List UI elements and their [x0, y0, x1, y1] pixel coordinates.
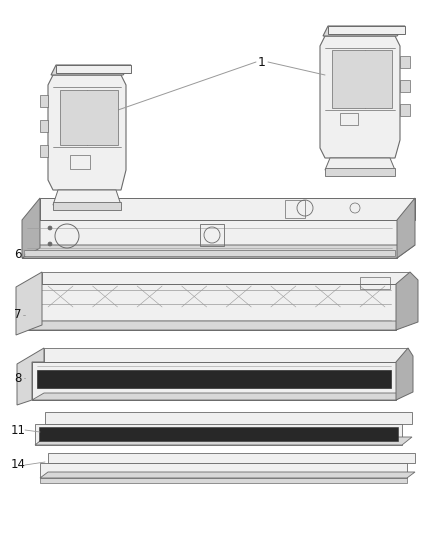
Bar	[285, 200, 305, 218]
Polygon shape	[328, 26, 405, 34]
Bar	[24, 250, 395, 256]
Polygon shape	[53, 190, 121, 205]
Bar	[70, 155, 90, 169]
Polygon shape	[53, 202, 121, 210]
Polygon shape	[44, 348, 408, 362]
Polygon shape	[35, 437, 412, 445]
Polygon shape	[40, 145, 48, 157]
Polygon shape	[48, 75, 126, 190]
Polygon shape	[16, 272, 42, 335]
Polygon shape	[400, 104, 410, 116]
Polygon shape	[332, 50, 392, 108]
Bar	[360, 277, 390, 289]
Polygon shape	[32, 362, 396, 400]
Text: 11: 11	[11, 424, 25, 437]
Polygon shape	[22, 198, 40, 258]
Polygon shape	[32, 393, 408, 400]
Polygon shape	[40, 120, 48, 132]
Text: 1: 1	[258, 55, 266, 69]
Bar	[200, 224, 224, 246]
Polygon shape	[28, 284, 396, 330]
Polygon shape	[397, 198, 415, 258]
Polygon shape	[22, 245, 415, 258]
Text: 7: 7	[14, 309, 22, 321]
Text: 6: 6	[14, 248, 22, 262]
Polygon shape	[325, 168, 395, 176]
Polygon shape	[56, 65, 131, 73]
Polygon shape	[37, 370, 391, 388]
Polygon shape	[17, 348, 44, 405]
Polygon shape	[28, 321, 410, 330]
Polygon shape	[400, 56, 410, 68]
Polygon shape	[40, 472, 415, 478]
Polygon shape	[39, 427, 398, 441]
Polygon shape	[45, 412, 412, 424]
Polygon shape	[325, 158, 395, 170]
Polygon shape	[40, 478, 407, 483]
Circle shape	[48, 226, 52, 230]
Bar	[340, 113, 358, 125]
Circle shape	[48, 242, 52, 246]
Polygon shape	[396, 348, 413, 400]
Polygon shape	[400, 80, 410, 92]
Polygon shape	[40, 463, 407, 478]
Polygon shape	[320, 36, 400, 158]
Polygon shape	[40, 198, 415, 220]
Polygon shape	[42, 272, 410, 284]
Polygon shape	[48, 453, 415, 463]
Text: 8: 8	[14, 372, 22, 384]
Polygon shape	[323, 26, 405, 36]
Polygon shape	[40, 95, 48, 107]
Polygon shape	[51, 65, 131, 75]
Polygon shape	[396, 272, 418, 330]
Text: 14: 14	[11, 458, 25, 472]
Polygon shape	[60, 90, 118, 145]
Polygon shape	[35, 424, 402, 445]
Polygon shape	[22, 220, 397, 258]
